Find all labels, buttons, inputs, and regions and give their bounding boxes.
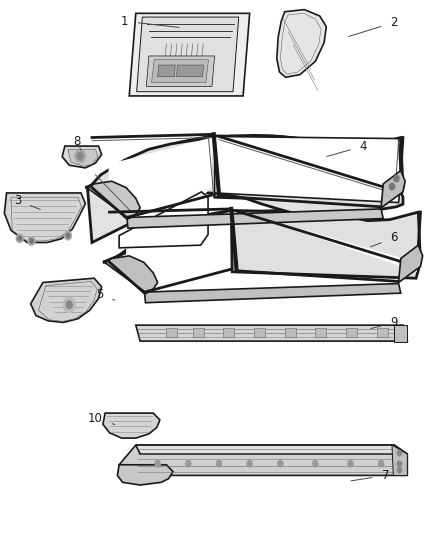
Circle shape (313, 461, 318, 467)
Circle shape (66, 301, 72, 309)
Polygon shape (277, 10, 326, 77)
Polygon shape (285, 328, 296, 337)
Polygon shape (346, 328, 357, 337)
Polygon shape (137, 17, 239, 92)
Text: 9: 9 (371, 316, 398, 329)
Polygon shape (177, 65, 204, 77)
Polygon shape (119, 445, 407, 475)
Polygon shape (158, 65, 175, 77)
Circle shape (348, 461, 353, 467)
Text: 2: 2 (349, 16, 398, 36)
Polygon shape (119, 192, 208, 248)
Text: 6: 6 (371, 231, 398, 247)
Polygon shape (88, 135, 403, 243)
Polygon shape (88, 181, 140, 219)
Circle shape (378, 461, 384, 467)
Text: 10: 10 (88, 412, 115, 425)
Text: 8: 8 (73, 135, 81, 150)
Polygon shape (239, 211, 417, 272)
Polygon shape (31, 278, 102, 322)
Circle shape (397, 467, 402, 473)
Polygon shape (145, 284, 401, 303)
Circle shape (75, 150, 85, 163)
Polygon shape (117, 465, 173, 485)
Circle shape (186, 461, 191, 467)
Text: 1: 1 (121, 15, 179, 28)
Polygon shape (223, 328, 234, 337)
Polygon shape (127, 209, 383, 228)
Polygon shape (105, 256, 158, 293)
Circle shape (216, 461, 222, 467)
Circle shape (30, 239, 33, 243)
Circle shape (397, 450, 402, 456)
Polygon shape (103, 413, 160, 438)
Polygon shape (62, 146, 102, 168)
Polygon shape (136, 445, 407, 454)
Circle shape (389, 183, 395, 190)
Circle shape (63, 297, 75, 312)
Circle shape (77, 152, 83, 160)
Polygon shape (315, 328, 326, 337)
Polygon shape (254, 328, 265, 337)
Circle shape (64, 231, 71, 240)
Polygon shape (136, 325, 407, 341)
Polygon shape (126, 212, 230, 304)
Circle shape (278, 461, 283, 467)
Circle shape (18, 236, 21, 240)
Polygon shape (103, 209, 420, 278)
Circle shape (397, 461, 402, 466)
Polygon shape (377, 328, 388, 337)
Circle shape (394, 175, 399, 182)
Text: 5: 5 (96, 288, 115, 301)
Circle shape (155, 461, 160, 467)
Polygon shape (215, 136, 401, 203)
Polygon shape (146, 56, 215, 86)
Polygon shape (166, 328, 177, 337)
Circle shape (247, 461, 252, 467)
Polygon shape (4, 193, 85, 243)
Circle shape (28, 237, 35, 245)
Polygon shape (85, 134, 403, 204)
Text: 4: 4 (327, 140, 367, 157)
Polygon shape (221, 136, 399, 197)
Circle shape (16, 234, 23, 243)
Polygon shape (109, 138, 212, 229)
Polygon shape (381, 171, 405, 208)
Polygon shape (394, 325, 407, 342)
Polygon shape (193, 328, 204, 337)
Polygon shape (399, 245, 423, 282)
Polygon shape (392, 445, 407, 475)
Circle shape (66, 233, 70, 238)
Text: 7: 7 (351, 469, 389, 482)
Polygon shape (152, 60, 208, 83)
Text: 3: 3 (14, 194, 40, 209)
Polygon shape (68, 149, 98, 166)
Polygon shape (129, 13, 250, 96)
